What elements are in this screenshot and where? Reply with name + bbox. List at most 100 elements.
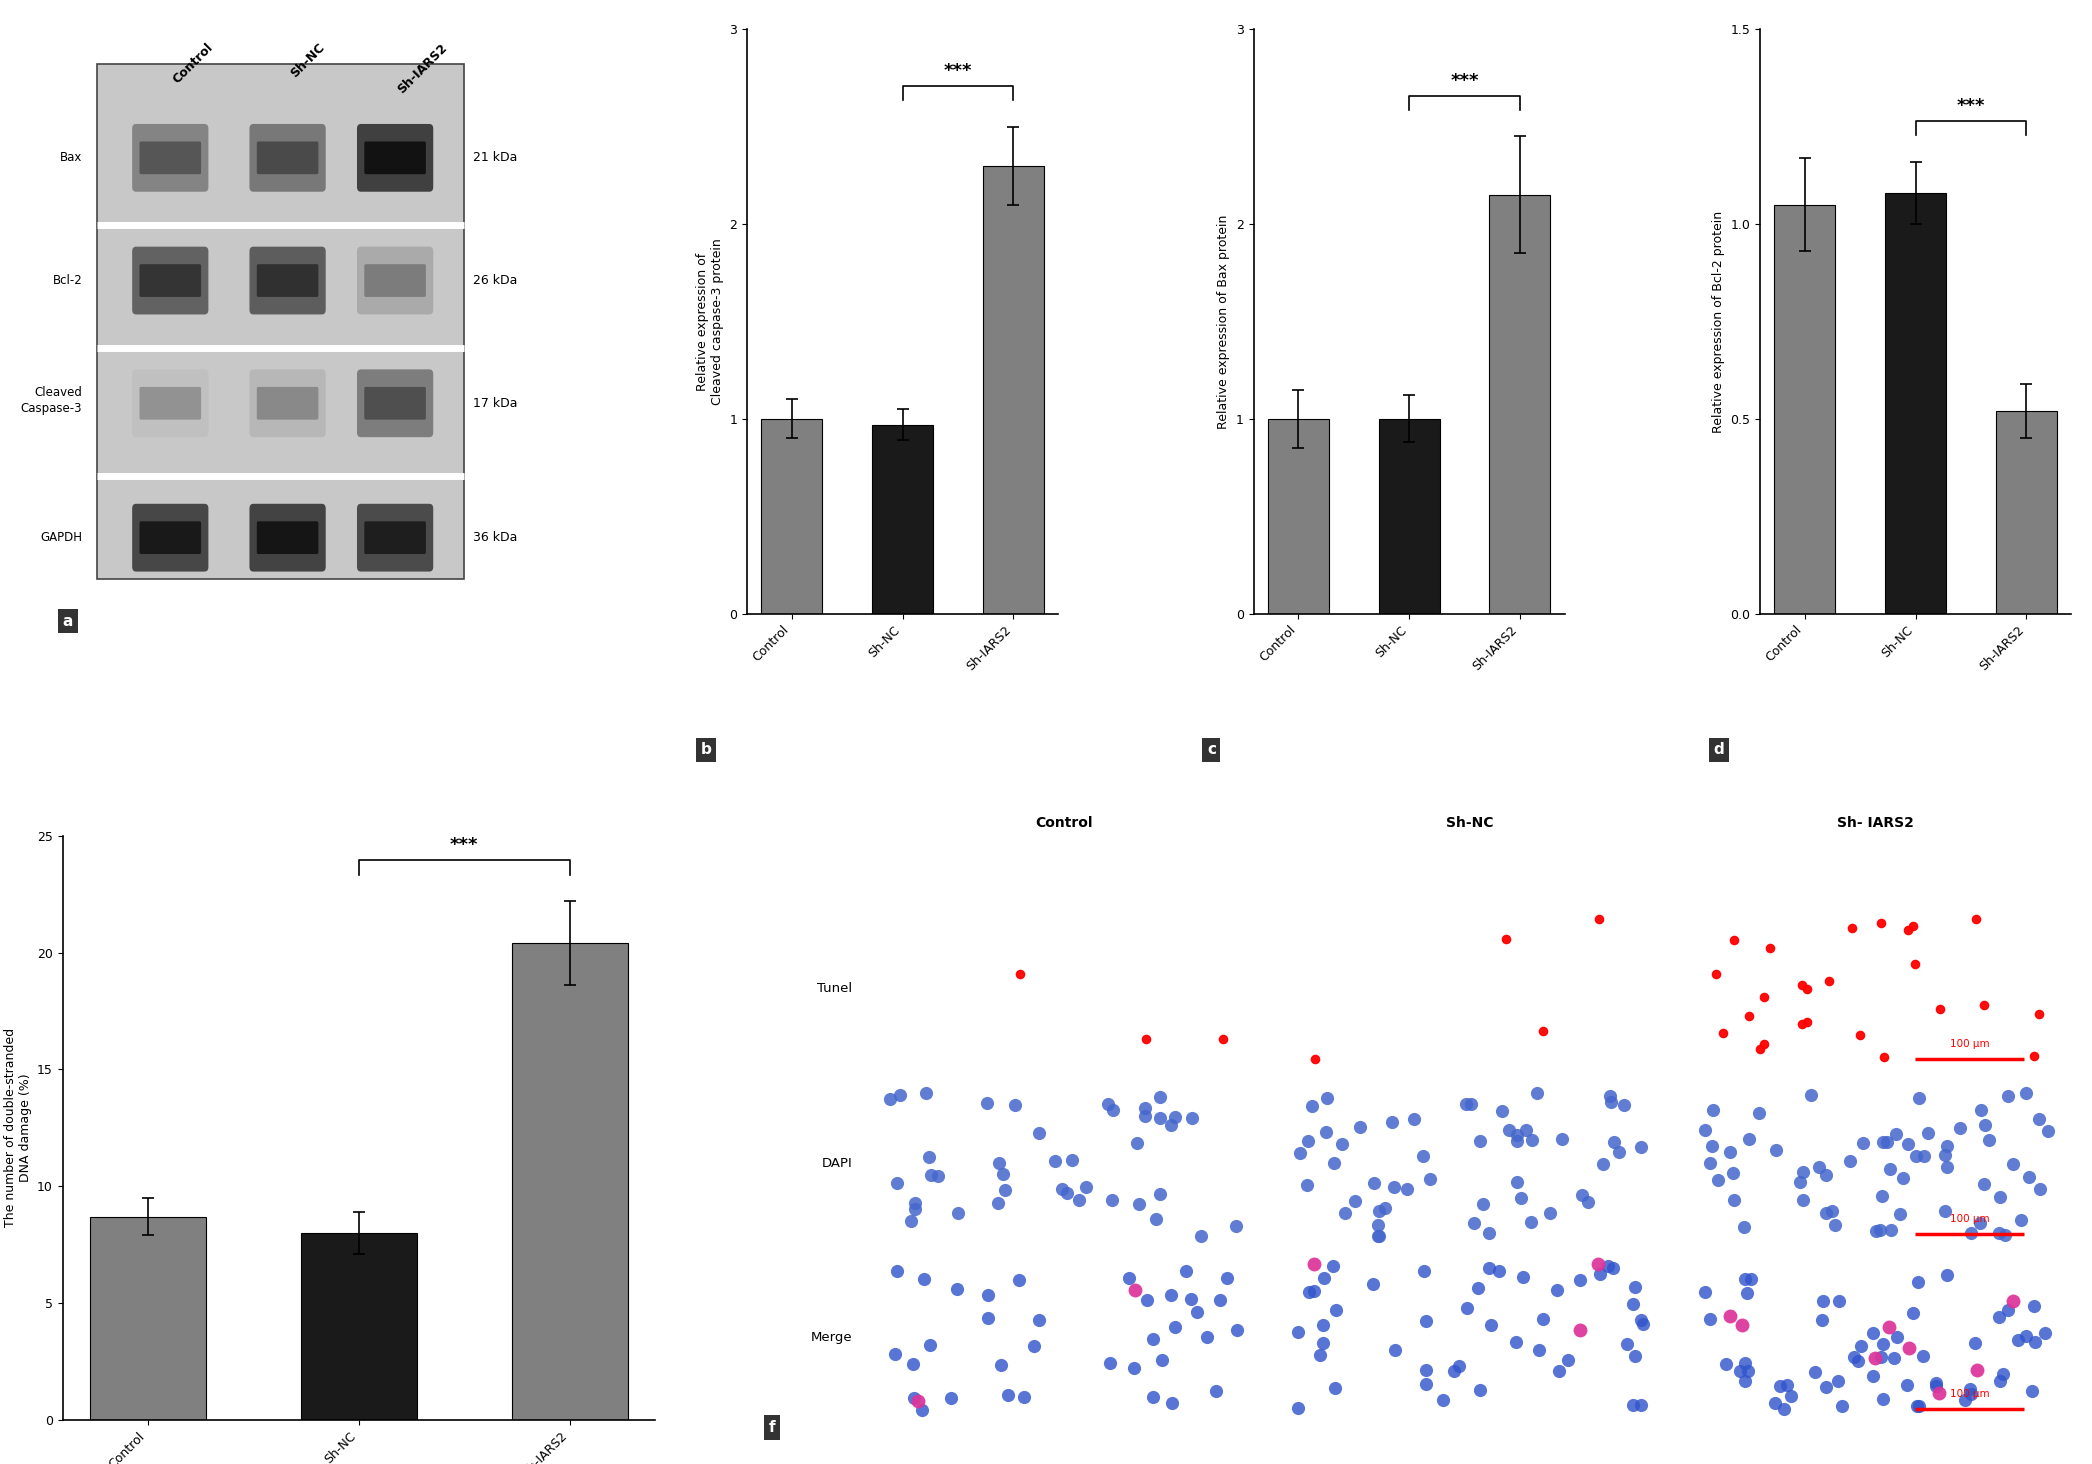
FancyBboxPatch shape (257, 521, 318, 553)
Point (1092, 1351, 1125, 1375)
Text: ***: *** (450, 836, 479, 855)
Point (1092, 1092, 1125, 1116)
Point (1458, 1212, 1492, 1236)
Point (1207, 1028, 1241, 1051)
Point (1542, 1359, 1575, 1382)
Text: c: c (1207, 742, 1215, 757)
Text: f: f (768, 1420, 776, 1435)
Point (1362, 1224, 1395, 1247)
Point (987, 1179, 1021, 1202)
Point (1818, 1214, 1851, 1237)
Point (1856, 1364, 1889, 1388)
Point (1784, 1170, 1818, 1193)
Point (1377, 1176, 1410, 1199)
Point (1891, 1133, 1925, 1157)
Point (1962, 1211, 1996, 1234)
Text: 100 μm: 100 μm (1950, 1389, 1989, 1398)
Point (1602, 1140, 1636, 1164)
Point (1308, 1331, 1341, 1354)
Point (1943, 1116, 1977, 1139)
Point (1960, 908, 1994, 931)
Point (1759, 1139, 1793, 1162)
Point (1787, 974, 1820, 997)
Point (895, 1353, 929, 1376)
Text: Sh-NC: Sh-NC (287, 41, 326, 81)
Text: Sh- IARS2: Sh- IARS2 (1837, 815, 1914, 830)
Point (1563, 1318, 1596, 1341)
Point (971, 1091, 1004, 1114)
Point (1697, 1098, 1730, 1121)
Point (941, 1278, 975, 1301)
Point (1770, 1373, 1803, 1397)
Point (1960, 1359, 1994, 1382)
FancyBboxPatch shape (358, 369, 433, 438)
Point (1954, 1221, 1987, 1244)
Point (1475, 1313, 1508, 1337)
Point (935, 1386, 969, 1410)
FancyBboxPatch shape (257, 142, 318, 174)
Point (1136, 1326, 1169, 1350)
Point (1571, 1190, 1605, 1214)
Point (1824, 1394, 1858, 1417)
Point (998, 1094, 1031, 1117)
Point (1462, 1378, 1496, 1401)
Point (1900, 1143, 1933, 1167)
Text: 36 kDa: 36 kDa (473, 531, 517, 545)
Point (1295, 1094, 1328, 1117)
Text: 17 kDa: 17 kDa (473, 397, 519, 410)
Point (1450, 1092, 1483, 1116)
Point (1297, 1048, 1331, 1072)
Point (2010, 1080, 2044, 1104)
Point (1121, 1132, 1155, 1155)
Point (1623, 1309, 1657, 1332)
Point (1845, 1334, 1879, 1357)
Point (1437, 1360, 1471, 1383)
Point (1954, 1382, 1987, 1405)
Point (1747, 1032, 1780, 1056)
Point (1692, 1307, 1726, 1331)
Text: Tunel: Tunel (818, 982, 851, 994)
Point (1784, 1012, 1818, 1035)
Point (985, 1162, 1019, 1186)
Point (1983, 1186, 2017, 1209)
Point (1891, 1373, 1925, 1397)
Text: 100 μm: 100 μm (1950, 1039, 1989, 1050)
FancyBboxPatch shape (96, 64, 464, 578)
Y-axis label: The number of double-stranded
DNA damage (%): The number of double-stranded DNA damage… (4, 1028, 31, 1227)
Point (1220, 1319, 1253, 1342)
FancyBboxPatch shape (257, 386, 318, 420)
Text: DAPI: DAPI (822, 1157, 851, 1170)
Point (1906, 1344, 1939, 1367)
Point (1515, 1211, 1548, 1234)
Point (1397, 1108, 1431, 1132)
Point (1929, 1199, 1962, 1222)
Point (1004, 962, 1038, 985)
Point (1835, 916, 1868, 940)
Point (2002, 1328, 2036, 1351)
Point (1308, 1266, 1341, 1290)
Point (1008, 1385, 1042, 1408)
Point (1908, 1145, 1941, 1168)
Point (1310, 1120, 1343, 1143)
Point (1140, 1208, 1174, 1231)
Point (1454, 1092, 1487, 1116)
Point (1190, 1325, 1224, 1348)
Point (2013, 1165, 2046, 1189)
Point (1500, 1123, 1533, 1146)
Bar (90, 1217, 205, 1420)
Point (1837, 1345, 1870, 1369)
Point (1498, 1331, 1531, 1354)
Point (1586, 1152, 1619, 1176)
Text: Control: Control (1036, 815, 1094, 830)
Point (897, 1386, 931, 1410)
Point (941, 1202, 975, 1225)
Point (2017, 1044, 2050, 1067)
Point (1209, 1266, 1243, 1290)
FancyBboxPatch shape (249, 246, 326, 315)
FancyBboxPatch shape (249, 504, 326, 571)
Point (1810, 1164, 1843, 1187)
Point (1391, 1177, 1425, 1200)
Point (1615, 1293, 1648, 1316)
Point (1747, 985, 1780, 1009)
Point (879, 1342, 912, 1366)
